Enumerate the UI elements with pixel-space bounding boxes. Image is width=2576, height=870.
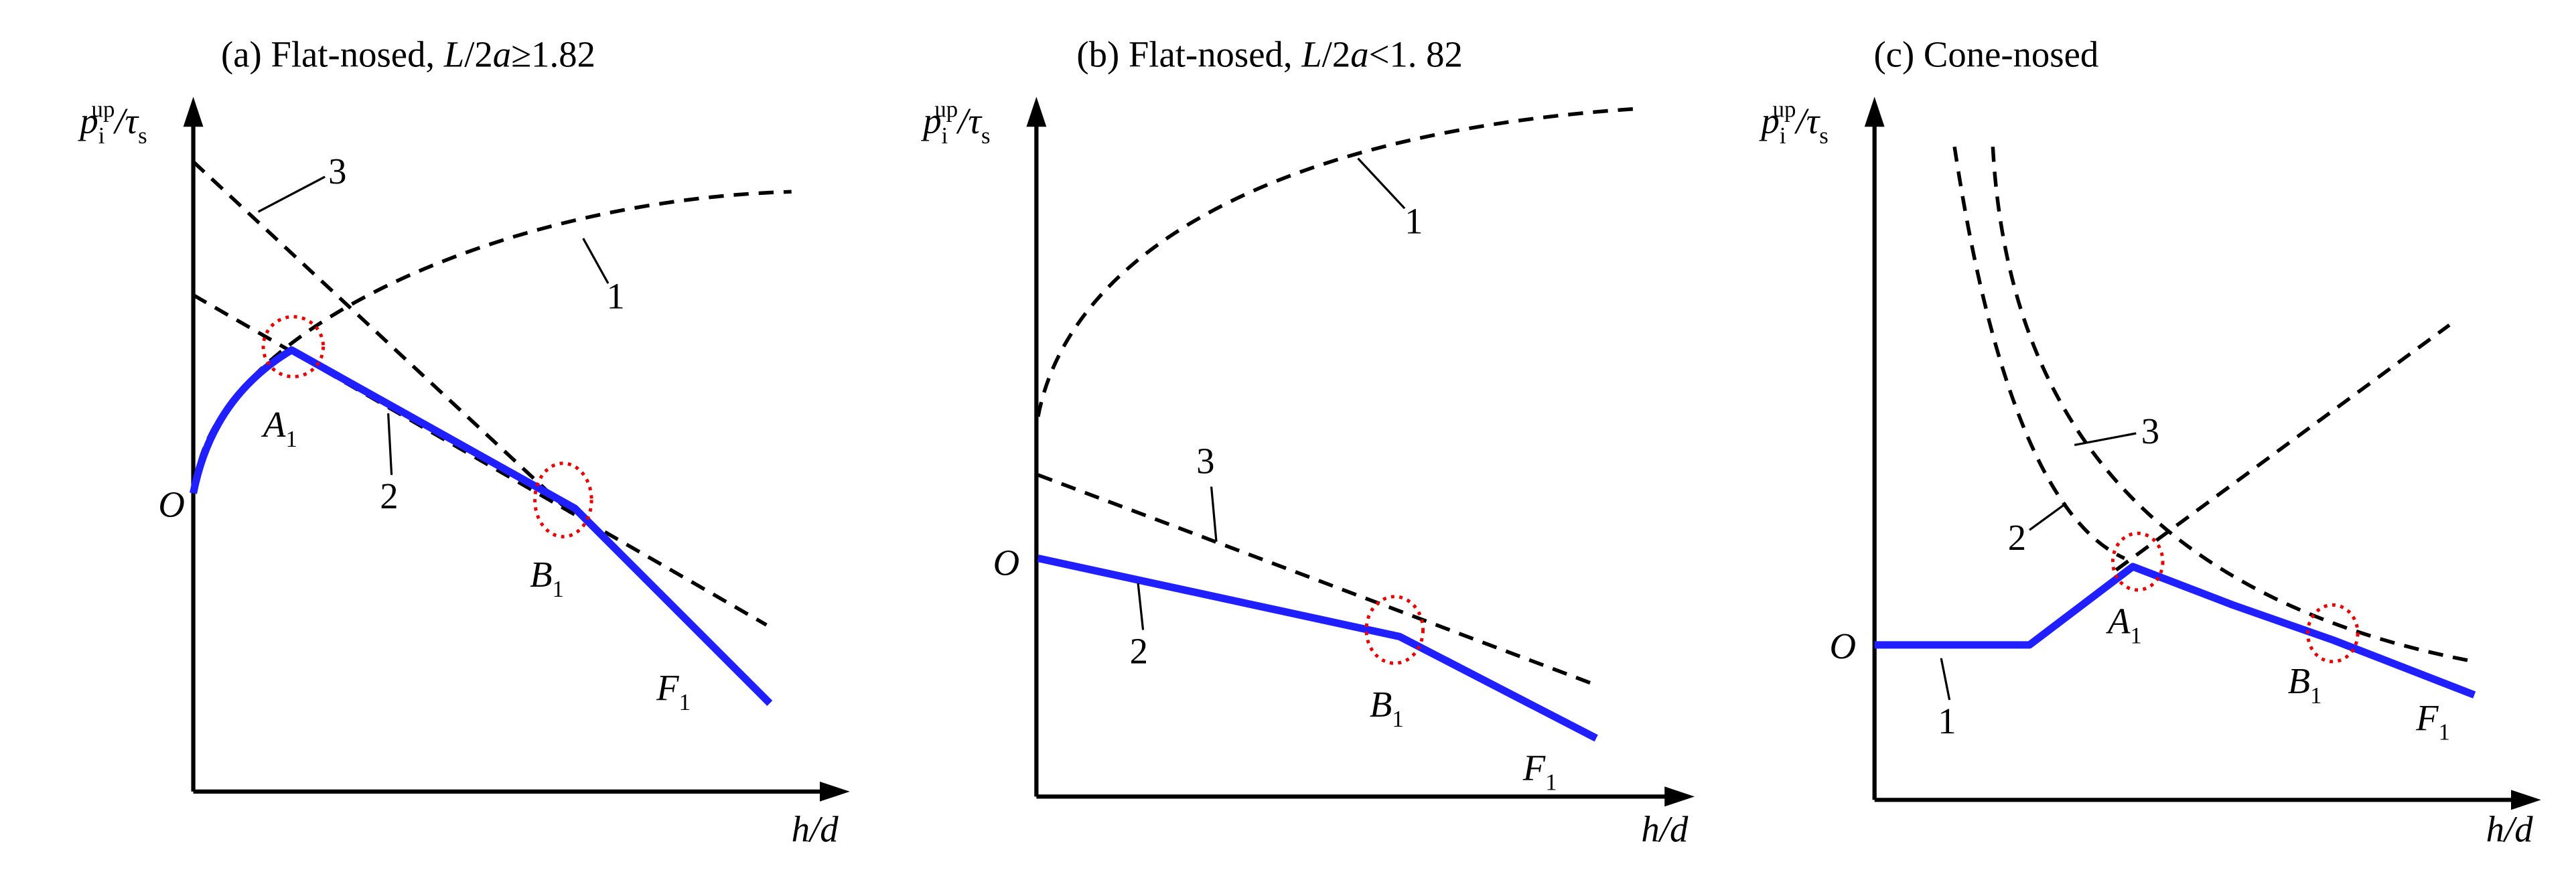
curve <box>192 160 577 518</box>
title: (c) Cone-nosed <box>1873 34 2098 75</box>
curve <box>192 293 768 627</box>
curve-label: 1 <box>1405 200 1423 241</box>
x-label: h/d <box>2486 809 2534 850</box>
y-label: piup/τs <box>920 96 990 149</box>
panel-c: (c) Cone-nosed piup/τs O h/d 1 2 3 A1 B1… <box>1759 34 2541 850</box>
marker <box>2305 603 2360 664</box>
x-label: h/d <box>1641 809 1689 850</box>
title: (b) Flat-nosed, L/2a<1. 82 <box>1076 34 1463 75</box>
axes <box>1872 117 2516 802</box>
curve <box>1952 146 2125 561</box>
marker <box>261 315 326 378</box>
panel-a: (a) Flat-nosed, L/2a≥1.82 piup/τs O h/d … <box>77 34 850 850</box>
x-label: h/d <box>792 809 839 850</box>
point-label: B1 <box>1370 684 1404 732</box>
marker <box>2110 531 2165 592</box>
point-label: A1 <box>2106 601 2142 649</box>
axes <box>1034 117 1670 799</box>
point-label: F1 <box>1522 747 1557 795</box>
arrowheads <box>1026 96 1695 807</box>
leaders <box>257 175 610 476</box>
result-curve <box>1037 555 1598 742</box>
y-label: piup/τs <box>77 96 147 149</box>
point-label: F1 <box>2415 697 2450 745</box>
curve-label: 2 <box>1130 630 1148 671</box>
origin: O <box>158 484 185 524</box>
curve-label: 3 <box>2141 411 2159 451</box>
curve <box>193 190 792 487</box>
result-curve <box>190 346 773 706</box>
leaders <box>1137 157 1406 630</box>
point-label: F1 <box>656 667 691 715</box>
arrowheads <box>1864 96 2541 810</box>
curve <box>1036 106 1642 417</box>
curve-label: 2 <box>380 476 398 516</box>
origin: O <box>1830 626 1857 666</box>
curve-label: 3 <box>1196 441 1214 482</box>
curve <box>2115 323 2451 572</box>
leaders <box>1940 432 2137 701</box>
curve-label: 1 <box>607 275 625 316</box>
marker <box>1364 595 1425 665</box>
marker <box>533 461 593 538</box>
curve-label: 2 <box>2008 517 2026 558</box>
arrowheads <box>183 96 850 802</box>
curve <box>1991 146 2475 664</box>
curve-label: 1 <box>1938 701 1956 741</box>
y-label: piup/τs <box>1759 96 1829 149</box>
point-label: B1 <box>2288 660 2322 709</box>
point-label: A1 <box>261 404 297 452</box>
axes <box>191 117 825 794</box>
result-curve <box>1874 563 2476 699</box>
origin: O <box>993 542 1020 583</box>
curve-label: 3 <box>328 151 346 192</box>
title: (a) Flat-nosed, L/2a≥1.82 <box>221 34 595 75</box>
panel-b: (b) Flat-nosed, L/2a<1. 82 piup/τs O h/d… <box>920 34 1695 850</box>
point-label: B1 <box>530 554 564 602</box>
